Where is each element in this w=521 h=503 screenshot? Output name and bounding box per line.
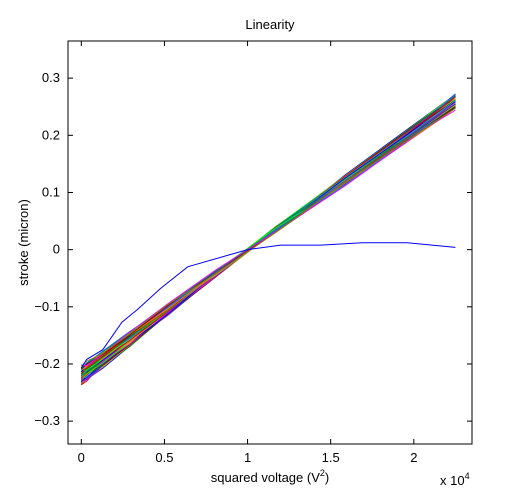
y-axis-label: stroke (micron): [16, 199, 31, 286]
x-tick-label: 0: [78, 450, 85, 465]
x-axis-label-suffix: ): [325, 470, 329, 485]
series-layer: [80, 242, 456, 369]
x-tick-label: 1: [244, 450, 251, 465]
x-axis-label-superscript: 2: [320, 468, 325, 478]
x-tick-label: 0.5: [155, 450, 173, 465]
x-tick-label: 1.5: [322, 450, 340, 465]
y-tick-label: 0.3: [42, 70, 60, 85]
x-axis-label-text: squared voltage (V: [211, 470, 320, 485]
y-tick-label: −0.2: [34, 356, 60, 371]
bundle-line: [80, 107, 456, 367]
x-axis-label: squared voltage (V2): [211, 468, 329, 485]
line-bundle: [80, 93, 456, 386]
x-tick-label: 2: [410, 450, 417, 465]
y-tick-label: 0.1: [42, 184, 60, 199]
y-tick-label: −0.1: [34, 299, 60, 314]
y-tick-label: −0.3: [34, 413, 60, 428]
bundle-line: [81, 109, 456, 367]
y-tick-label: 0.2: [42, 127, 60, 142]
y-tick-label: 0: [53, 242, 60, 257]
x-axis-multiplier-text: x 10: [440, 473, 465, 488]
axes: 0 0.5 1 1.5 2 −0.3 −0.2 −0.1 0 0.1 0.2 0.3: [34, 41, 472, 465]
x-axis-multiplier-exponent: 4: [465, 471, 470, 481]
x-axis-multiplier: x 104: [440, 471, 470, 488]
plot-area-frame: [67, 40, 473, 445]
chart-title: Linearity: [245, 17, 295, 32]
series-line: [80, 242, 456, 369]
